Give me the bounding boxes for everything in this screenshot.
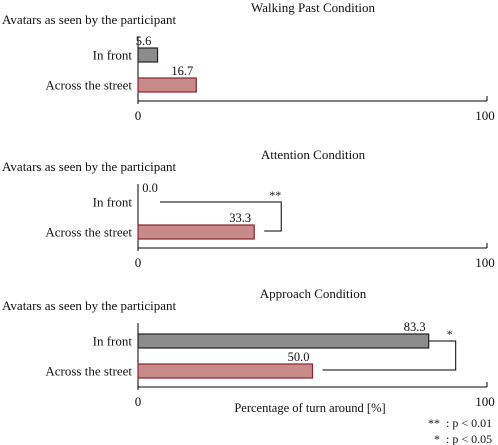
data-label: 83.3 — [404, 320, 426, 334]
data-label: 33.3 — [229, 211, 251, 225]
bar — [137, 224, 255, 240]
x-axis-title: Percentage of turn around [%] — [234, 401, 385, 415]
x-tick-label: 0 — [135, 394, 142, 409]
significance-mark: * — [447, 327, 453, 341]
bar — [137, 363, 314, 379]
x-tick-label: 100 — [475, 108, 495, 123]
data-label: 5.6 — [136, 34, 152, 48]
x-tick-label: 0 — [135, 255, 142, 270]
chart-panel-1: Walking Past Condition Avatars as seen by… — [2, 0, 495, 123]
category-label: Across the street — [45, 78, 132, 93]
legend: ** : p < 0.01 * : p < 0.05 — [428, 416, 492, 445]
bar — [137, 47, 159, 63]
panels: Walking Past Condition Avatars as seen by… — [2, 0, 495, 409]
category-label: Across the street — [45, 364, 132, 379]
group-label: Avatars as seen by the participant — [2, 298, 176, 313]
significance-bracket — [322, 340, 457, 371]
legend-text-p001: : p < 0.01 — [446, 416, 492, 430]
x-tick-label: 100 — [475, 255, 495, 270]
data-label: 50.0 — [288, 350, 310, 364]
significance-bracket — [160, 201, 282, 232]
legend-symbol-double: ** — [428, 416, 440, 430]
category-label: In front — [93, 334, 133, 349]
data-label: 0.0 — [142, 181, 158, 195]
chart-panel-2: Attention Condition Avatars as seen by th… — [2, 147, 495, 270]
panel-title: Approach Condition — [260, 286, 367, 301]
bar — [137, 333, 430, 349]
category-label: In front — [93, 195, 133, 210]
bar — [137, 77, 197, 93]
significance-mark: ** — [269, 188, 281, 202]
panel-title: Attention Condition — [261, 147, 366, 162]
group-label: Avatars as seen by the participant — [2, 12, 176, 27]
x-tick-label: 0 — [135, 108, 142, 123]
data-label: 16.7 — [171, 64, 193, 78]
group-label: Avatars as seen by the participant — [2, 159, 176, 174]
x-tick-label: 100 — [475, 394, 495, 409]
category-label: In front — [93, 48, 133, 63]
legend-text-p005: : p < 0.05 — [446, 432, 492, 445]
chart-panel-3: Approach Condition Avatars as seen by the… — [2, 286, 495, 409]
legend-symbol-single: * — [434, 432, 440, 445]
panel-title: Walking Past Condition — [251, 0, 375, 15]
category-label: Across the street — [45, 225, 132, 240]
